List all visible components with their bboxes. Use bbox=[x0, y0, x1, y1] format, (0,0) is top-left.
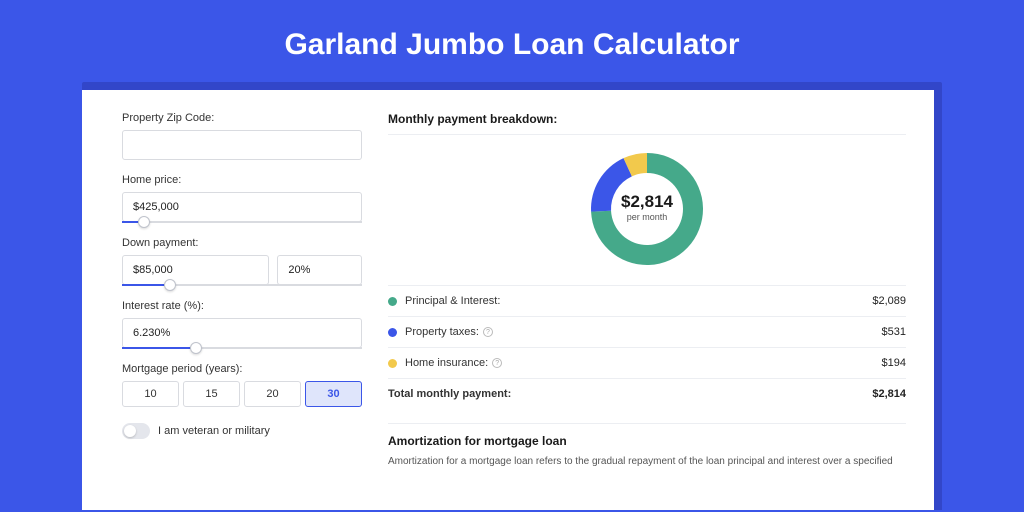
legend-label: Home insurance: ? bbox=[405, 357, 882, 369]
period-btn-15[interactable]: 15 bbox=[183, 381, 240, 407]
card-shadow: Property Zip Code: Home price: Down paym… bbox=[82, 82, 942, 510]
legend-row: Principal & Interest:$2,089 bbox=[388, 286, 906, 317]
home-price-slider[interactable] bbox=[122, 221, 362, 223]
donut-chart: $2,814 per month bbox=[388, 135, 906, 279]
legend-dot bbox=[388, 297, 397, 306]
legend-row: Property taxes: ?$531 bbox=[388, 317, 906, 348]
period-btn-10[interactable]: 10 bbox=[122, 381, 179, 407]
info-icon[interactable]: ? bbox=[483, 327, 493, 337]
interest-rate-slider[interactable] bbox=[122, 347, 362, 349]
page-title: Garland Jumbo Loan Calculator bbox=[0, 0, 1024, 82]
veteran-toggle[interactable] bbox=[122, 423, 150, 439]
down-payment-amount-input[interactable] bbox=[122, 255, 269, 285]
legend-label: Principal & Interest: bbox=[405, 295, 872, 307]
legend-dot bbox=[388, 328, 397, 337]
period-btn-20[interactable]: 20 bbox=[244, 381, 301, 407]
down-payment-slider[interactable] bbox=[122, 284, 362, 286]
slider-thumb[interactable] bbox=[138, 216, 150, 228]
zip-field: Property Zip Code: bbox=[122, 112, 362, 160]
legend-row: Home insurance: ?$194 bbox=[388, 348, 906, 379]
zip-label: Property Zip Code: bbox=[122, 112, 362, 124]
slider-thumb[interactable] bbox=[164, 279, 176, 291]
legend-value: $2,089 bbox=[872, 295, 906, 307]
home-price-label: Home price: bbox=[122, 174, 362, 186]
legend-total-label: Total monthly payment: bbox=[388, 388, 872, 400]
interest-rate-input[interactable] bbox=[122, 318, 362, 348]
legend-dot bbox=[388, 359, 397, 368]
interest-rate-label: Interest rate (%): bbox=[122, 300, 362, 312]
legend-total-row: Total monthly payment:$2,814 bbox=[388, 379, 906, 409]
amortization-heading: Amortization for mortgage loan bbox=[388, 423, 906, 454]
donut-sub: per month bbox=[621, 212, 673, 222]
mortgage-period-field: Mortgage period (years): 10152030 bbox=[122, 363, 362, 407]
interest-rate-field: Interest rate (%): bbox=[122, 300, 362, 349]
mortgage-period-label: Mortgage period (years): bbox=[122, 363, 362, 375]
amortization-text: Amortization for a mortgage loan refers … bbox=[388, 454, 906, 469]
input-column: Property Zip Code: Home price: Down paym… bbox=[122, 112, 362, 510]
down-payment-pct-input[interactable] bbox=[277, 255, 362, 285]
zip-input[interactable] bbox=[122, 130, 362, 160]
veteran-label: I am veteran or military bbox=[158, 425, 270, 437]
calculator-card: Property Zip Code: Home price: Down paym… bbox=[82, 90, 934, 510]
veteran-toggle-row: I am veteran or military bbox=[122, 423, 362, 439]
breakdown-column: Monthly payment breakdown: $2,814 per mo… bbox=[388, 112, 906, 510]
legend-value: $531 bbox=[882, 326, 906, 338]
period-btn-30[interactable]: 30 bbox=[305, 381, 362, 407]
legend-value: $194 bbox=[882, 357, 906, 369]
down-payment-label: Down payment: bbox=[122, 237, 362, 249]
down-payment-field: Down payment: bbox=[122, 237, 362, 286]
slider-thumb[interactable] bbox=[190, 342, 202, 354]
donut-center: $2,814 per month bbox=[621, 192, 673, 222]
home-price-field: Home price: bbox=[122, 174, 362, 223]
legend-total-value: $2,814 bbox=[872, 388, 906, 400]
breakdown-heading: Monthly payment breakdown: bbox=[388, 112, 906, 135]
legend: Principal & Interest:$2,089Property taxe… bbox=[388, 285, 906, 409]
home-price-input[interactable] bbox=[122, 192, 362, 222]
donut-amount: $2,814 bbox=[621, 192, 673, 212]
info-icon[interactable]: ? bbox=[492, 358, 502, 368]
legend-label: Property taxes: ? bbox=[405, 326, 882, 338]
